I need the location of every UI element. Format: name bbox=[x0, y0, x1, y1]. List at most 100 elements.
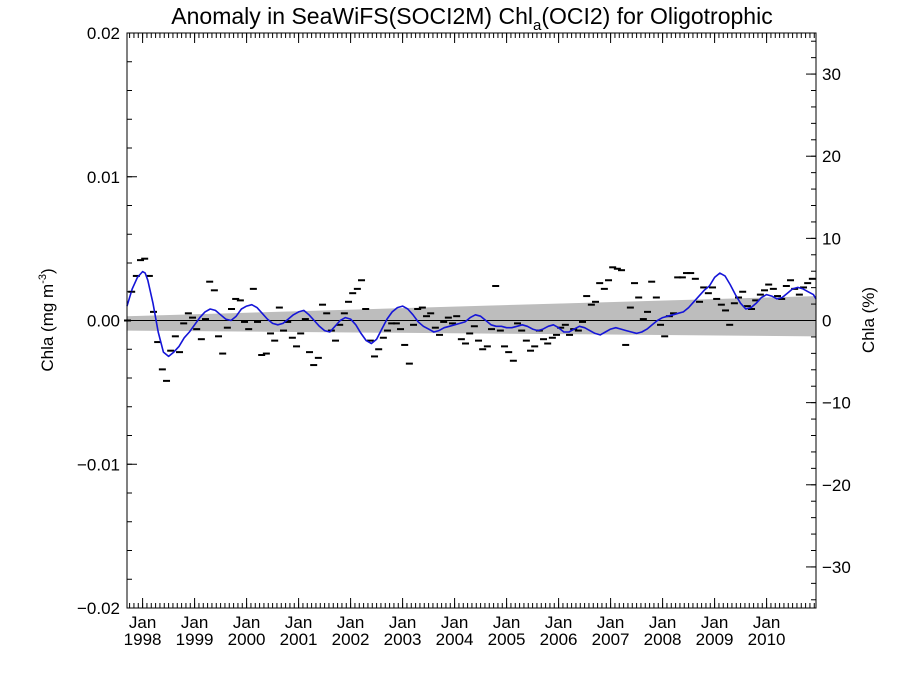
anomaly-marker bbox=[453, 315, 461, 318]
anomaly-marker bbox=[704, 292, 712, 295]
anomaly-marker bbox=[761, 289, 769, 292]
anomaly-marker bbox=[618, 269, 626, 272]
anomaly-marker bbox=[475, 339, 483, 342]
anomaly-marker bbox=[505, 351, 513, 354]
x-tick-year-label: 2003 bbox=[384, 630, 422, 649]
anomaly-marker bbox=[241, 320, 249, 323]
anomaly-marker bbox=[592, 300, 600, 303]
anomaly-marker bbox=[804, 282, 812, 285]
left-tick-label: 0.01 bbox=[87, 168, 120, 187]
x-tick-year-label: 2005 bbox=[488, 630, 526, 649]
anomaly-marker bbox=[319, 303, 327, 306]
x-tick-year-label: 2008 bbox=[644, 630, 682, 649]
anomaly-marker bbox=[488, 328, 496, 331]
x-tick-year-label: 2002 bbox=[332, 630, 370, 649]
anomaly-marker bbox=[531, 345, 539, 348]
right-tick-label: 10 bbox=[822, 229, 841, 248]
anomaly-marker bbox=[431, 326, 439, 329]
anomaly-marker bbox=[683, 272, 691, 275]
anomaly-marker bbox=[527, 349, 535, 352]
anomaly-marker bbox=[418, 306, 426, 309]
anomaly-marker bbox=[769, 287, 777, 290]
anomaly-marker bbox=[314, 356, 322, 359]
anomaly-marker bbox=[444, 316, 452, 319]
anomaly-marker bbox=[202, 318, 210, 321]
x-tick-month-label: Jan bbox=[753, 613, 780, 632]
anomaly-marker bbox=[340, 312, 348, 315]
anomaly-marker bbox=[410, 323, 418, 326]
anomaly-marker bbox=[717, 303, 725, 306]
anomaly-marker bbox=[440, 320, 448, 323]
right-tick-label: 20 bbox=[822, 147, 841, 166]
anomaly-marker bbox=[514, 322, 522, 325]
anomaly-marker bbox=[557, 326, 565, 329]
anomaly-marker bbox=[670, 312, 678, 315]
anomaly-marker bbox=[778, 297, 786, 300]
anomaly-marker bbox=[509, 359, 517, 362]
anomaly-marker bbox=[150, 310, 158, 313]
anomaly-marker bbox=[332, 339, 340, 342]
anomaly-marker bbox=[600, 287, 608, 290]
anomaly-marker bbox=[587, 303, 595, 306]
anomaly-marker bbox=[158, 368, 166, 371]
anomaly-marker bbox=[193, 328, 201, 331]
anomaly-marker bbox=[223, 326, 231, 329]
anomaly-marker bbox=[210, 289, 218, 292]
anomaly-marker bbox=[197, 338, 205, 341]
anomaly-marker bbox=[548, 336, 556, 339]
x-tick-month-label: Jan bbox=[649, 613, 676, 632]
x-tick-year-label: 2001 bbox=[280, 630, 318, 649]
anomaly-marker bbox=[414, 308, 422, 310]
anomaly-marker bbox=[678, 276, 686, 279]
x-tick-month-label: Jan bbox=[337, 613, 364, 632]
anomaly-marker bbox=[254, 320, 262, 323]
anomaly-marker bbox=[709, 286, 717, 289]
anomaly-marker bbox=[297, 332, 305, 335]
x-tick-year-label: 2009 bbox=[696, 630, 734, 649]
anomaly-marker bbox=[137, 259, 145, 262]
anomaly-marker bbox=[323, 312, 331, 315]
anomaly-marker bbox=[553, 333, 561, 336]
anomaly-marker bbox=[661, 335, 669, 338]
anomaly-marker bbox=[635, 296, 643, 299]
anomaly-marker bbox=[284, 320, 292, 323]
smoothed-series-layer bbox=[126, 270, 817, 358]
anomaly-marker bbox=[730, 302, 738, 305]
anomaly-marker bbox=[566, 333, 574, 336]
anomaly-marker bbox=[375, 348, 383, 351]
x-tick-month-label: Jan bbox=[389, 613, 416, 632]
anomaly-marker bbox=[739, 290, 747, 293]
anomaly-marker bbox=[388, 322, 396, 325]
x-axis: Jan1998Jan1999Jan2000Jan2001Jan2002Jan20… bbox=[124, 33, 815, 649]
anomaly-marker bbox=[501, 345, 509, 348]
anomaly-marker bbox=[219, 352, 227, 355]
anomaly-marker bbox=[696, 300, 704, 303]
anomaly-marker bbox=[462, 342, 470, 345]
anomaly-marker bbox=[449, 322, 457, 325]
anomaly-marker bbox=[245, 328, 253, 331]
smoothed-series-line bbox=[126, 270, 817, 358]
anomaly-marker bbox=[401, 343, 409, 346]
left-tick-label: 0.00 bbox=[87, 312, 120, 331]
chart-title: Anomaly in SeaWiFS(SOCI2M) Chla(OCI2) fo… bbox=[171, 3, 772, 34]
anomaly-marker bbox=[496, 329, 504, 332]
anomaly-marker bbox=[648, 280, 656, 283]
left-tick-label: −0.01 bbox=[77, 455, 120, 474]
anomaly-marker bbox=[583, 295, 591, 298]
anomaly-marker bbox=[722, 309, 730, 312]
right-y-axis: −30 −20 −10 0 10 20 30 bbox=[806, 40, 851, 601]
x-tick-year-label: 2010 bbox=[748, 630, 786, 649]
anomaly-marker bbox=[752, 299, 760, 302]
anomaly-marker bbox=[492, 285, 500, 287]
anomaly-marker bbox=[726, 323, 734, 326]
left-y-axis: −0.02 −0.01 0.00 0.01 0.02 bbox=[77, 24, 137, 618]
anomaly-marker bbox=[141, 257, 149, 260]
anomaly-marker bbox=[756, 293, 764, 296]
anomaly-marker bbox=[579, 320, 587, 323]
anomaly-marker bbox=[631, 282, 639, 285]
anomaly-marker bbox=[353, 287, 361, 290]
right-tick-label: −30 bbox=[822, 558, 851, 577]
anomaly-marker bbox=[362, 308, 370, 310]
anomaly-marker bbox=[436, 333, 444, 336]
